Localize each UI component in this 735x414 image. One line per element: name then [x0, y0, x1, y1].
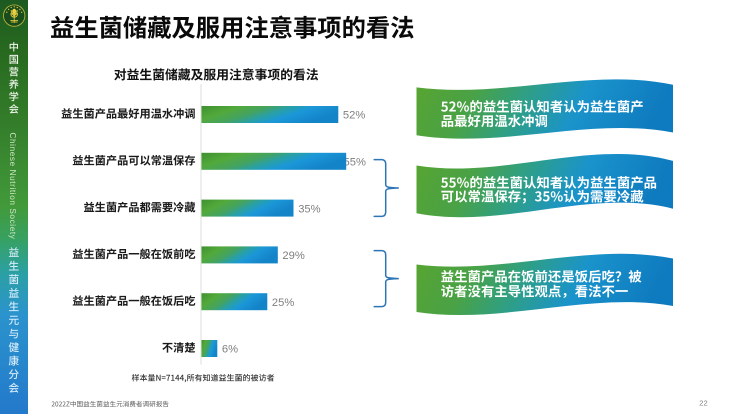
svg-text:22: 22 [699, 399, 707, 408]
svg-text:55%: 55% [344, 157, 366, 169]
svg-text:25%: 25% [272, 297, 294, 309]
svg-text:6%: 6% [222, 344, 238, 356]
svg-text:35%: 35% [298, 203, 320, 215]
svg-text:29%: 29% [282, 250, 304, 262]
svg-text:52%: 52% [343, 110, 365, 122]
svg-text:Chinese Nutrition Society: Chinese Nutrition Society [8, 133, 17, 240]
